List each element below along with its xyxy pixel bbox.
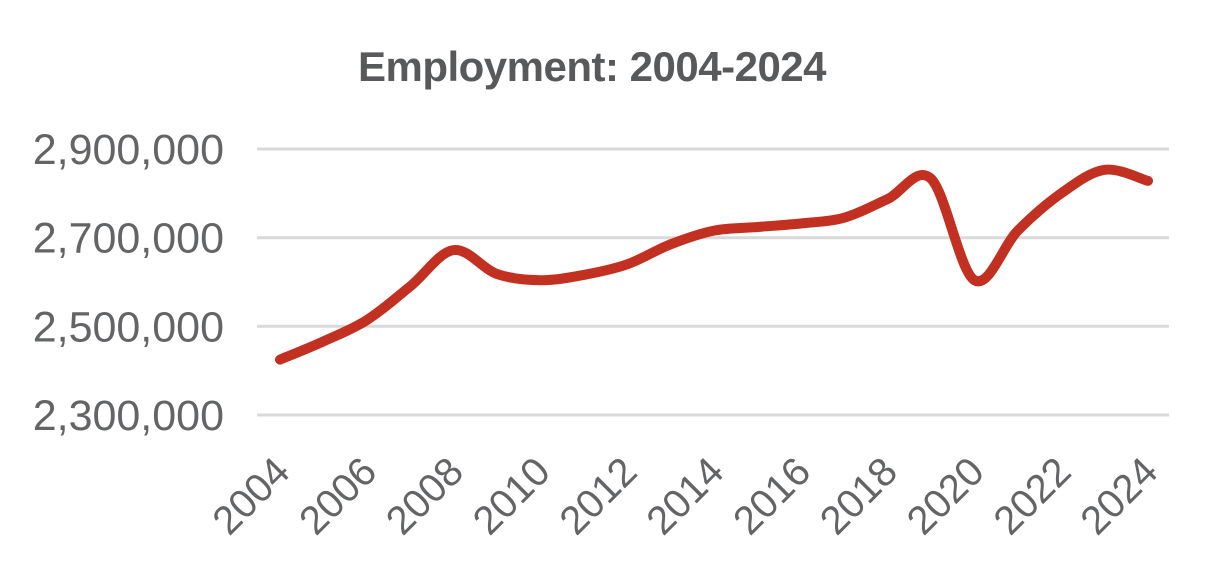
employment-line-series xyxy=(275,164,1153,365)
x-axis-label: 2008 xyxy=(378,449,472,543)
x-axis-label: 2006 xyxy=(291,449,385,543)
x-axis-label: 2020 xyxy=(899,449,993,543)
x-axis-label: 2024 xyxy=(1072,449,1166,543)
y-axis-label: 2,700,000 xyxy=(33,215,224,263)
chart-title: Employment: 2004-2024 xyxy=(358,43,827,90)
x-axis-label: 2016 xyxy=(725,449,819,543)
x-axis-label: 2018 xyxy=(812,449,906,543)
x-axis-label: 2014 xyxy=(638,449,732,543)
y-axis-label: 2,500,000 xyxy=(33,303,224,351)
y-axis-label: 2,300,000 xyxy=(33,392,224,440)
x-axis-label: 2004 xyxy=(204,449,298,543)
y-axis-label: 2,900,000 xyxy=(33,126,224,174)
x-axis-label: 2012 xyxy=(552,449,646,543)
x-axis-label: 2010 xyxy=(465,449,559,543)
x-axis-label: 2022 xyxy=(986,449,1080,543)
